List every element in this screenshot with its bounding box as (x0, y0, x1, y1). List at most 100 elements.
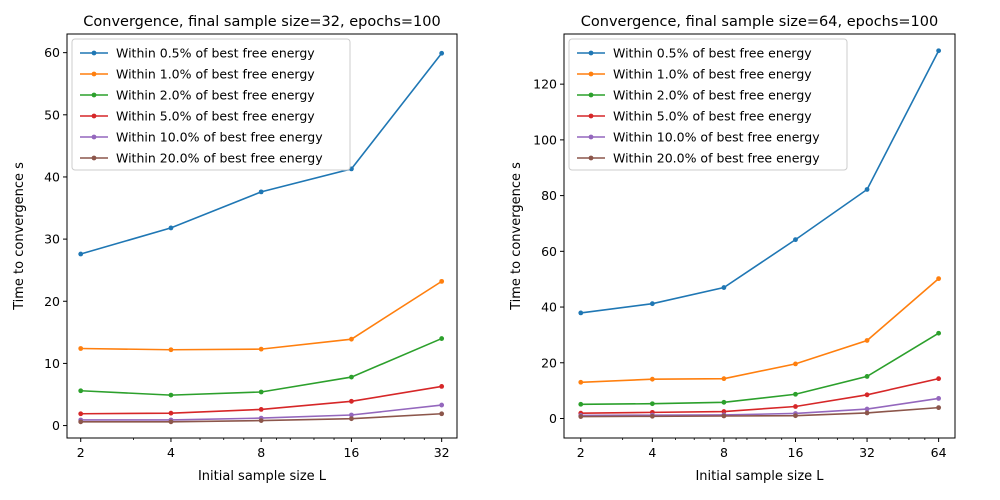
series-6 (578, 405, 942, 419)
data-point (439, 402, 445, 408)
data-point (78, 346, 84, 351)
data-point (936, 276, 942, 282)
series-3 (578, 330, 942, 407)
data-point (721, 409, 727, 414)
data-point (168, 392, 174, 398)
data-point (578, 401, 584, 407)
data-point (258, 407, 264, 412)
legend-marker (91, 50, 97, 56)
legend-box (71, 38, 351, 171)
data-point (349, 412, 354, 418)
data-point (793, 237, 798, 243)
y-tick-label: 0 (549, 411, 557, 426)
legend-marker (588, 113, 594, 119)
series-line (80, 280, 443, 351)
legend-marker (91, 134, 97, 140)
y-tick-label: 40 (541, 300, 557, 315)
y-tick-label: 0 (52, 418, 60, 433)
data-point (721, 413, 727, 419)
series-line (580, 50, 940, 314)
data-point (793, 391, 798, 397)
legend-marker (91, 113, 97, 119)
data-point (78, 251, 84, 257)
series-2 (78, 278, 445, 353)
series-4 (578, 376, 942, 416)
x-axis-label: Initial sample size L (198, 469, 327, 484)
data-point (168, 419, 174, 425)
series-line (580, 377, 939, 415)
data-point (258, 418, 264, 423)
data-point (864, 406, 870, 412)
data-point (864, 338, 870, 343)
legend-label: Within 20.0% of best free energy (613, 151, 820, 166)
chart-title: Convergence, final sample size=64, epoch… (581, 14, 938, 30)
series-5 (578, 396, 942, 418)
legend: Within 0.5% of best free energy Within 1.… (71, 38, 351, 171)
data-point (936, 330, 942, 336)
legend-label: Within 10.0% of best free energy (116, 130, 323, 145)
data-point (78, 411, 84, 417)
data-point (78, 388, 84, 394)
y-tick-label: 40 (44, 169, 60, 184)
data-point (721, 376, 727, 382)
plot-frame (563, 33, 956, 439)
subplot-2: Convergence, final sample size=64, epoch… (509, 14, 956, 484)
legend-marker (588, 134, 594, 140)
data-point (578, 379, 584, 385)
data-point (439, 384, 445, 389)
data-point (168, 410, 174, 416)
data-point (864, 187, 870, 192)
x-tick-label: 32 (434, 445, 450, 460)
legend-marker (588, 71, 594, 77)
y-tick-label: 30 (44, 232, 60, 247)
data-point (936, 48, 942, 54)
series-4 (78, 384, 445, 417)
data-point (168, 347, 174, 353)
data-point (649, 376, 655, 382)
x-tick-label: 32 (859, 445, 875, 460)
x-tick-label: 64 (931, 445, 947, 460)
series-1 (578, 48, 942, 316)
legend-label: Within 1.0% of best free energy (613, 67, 812, 82)
x-axis-label: Initial sample size L (695, 469, 824, 484)
x-tick-label: 8 (720, 445, 728, 460)
series-line (580, 397, 939, 417)
data-point (258, 389, 264, 395)
data-point (349, 374, 354, 380)
x-tick-label: 8 (257, 445, 265, 460)
data-point (258, 189, 264, 195)
y-tick-label: 60 (44, 45, 60, 60)
series-6 (78, 411, 445, 425)
data-point (649, 301, 655, 307)
y-tick-label: 20 (44, 294, 60, 309)
legend-label: Within 1.0% of best free energy (116, 67, 315, 82)
x-tick-label: 16 (788, 445, 804, 460)
data-point (793, 404, 798, 409)
y-tick-label: 20 (541, 355, 557, 370)
x-tick-label: 4 (167, 445, 175, 460)
plot-frame (66, 33, 458, 439)
y-tick-label: 60 (541, 244, 557, 259)
chart-title: Convergence, final sample size=32, epoch… (83, 14, 440, 30)
legend-marker (91, 92, 97, 98)
legend-label: Within 0.5% of best free energy (613, 46, 812, 61)
data-point (349, 336, 354, 342)
y-tick-label: 80 (541, 188, 557, 203)
data-point (439, 336, 445, 341)
legend-label: Within 5.0% of best free energy (613, 109, 812, 124)
legend-marker (588, 50, 594, 56)
data-point (439, 278, 445, 284)
legend-label: Within 5.0% of best free energy (116, 109, 315, 124)
series-3 (78, 336, 445, 398)
data-point (578, 414, 584, 419)
legend-label: Within 20.0% of best free energy (116, 151, 323, 166)
x-tick-label: 4 (648, 445, 656, 460)
data-point (864, 410, 870, 416)
legend-label: Within 2.0% of best free energy (116, 88, 315, 103)
data-point (793, 361, 798, 367)
y-tick-label: 10 (44, 356, 60, 371)
data-point (349, 398, 354, 404)
data-point (78, 419, 84, 425)
series-line (580, 406, 939, 418)
